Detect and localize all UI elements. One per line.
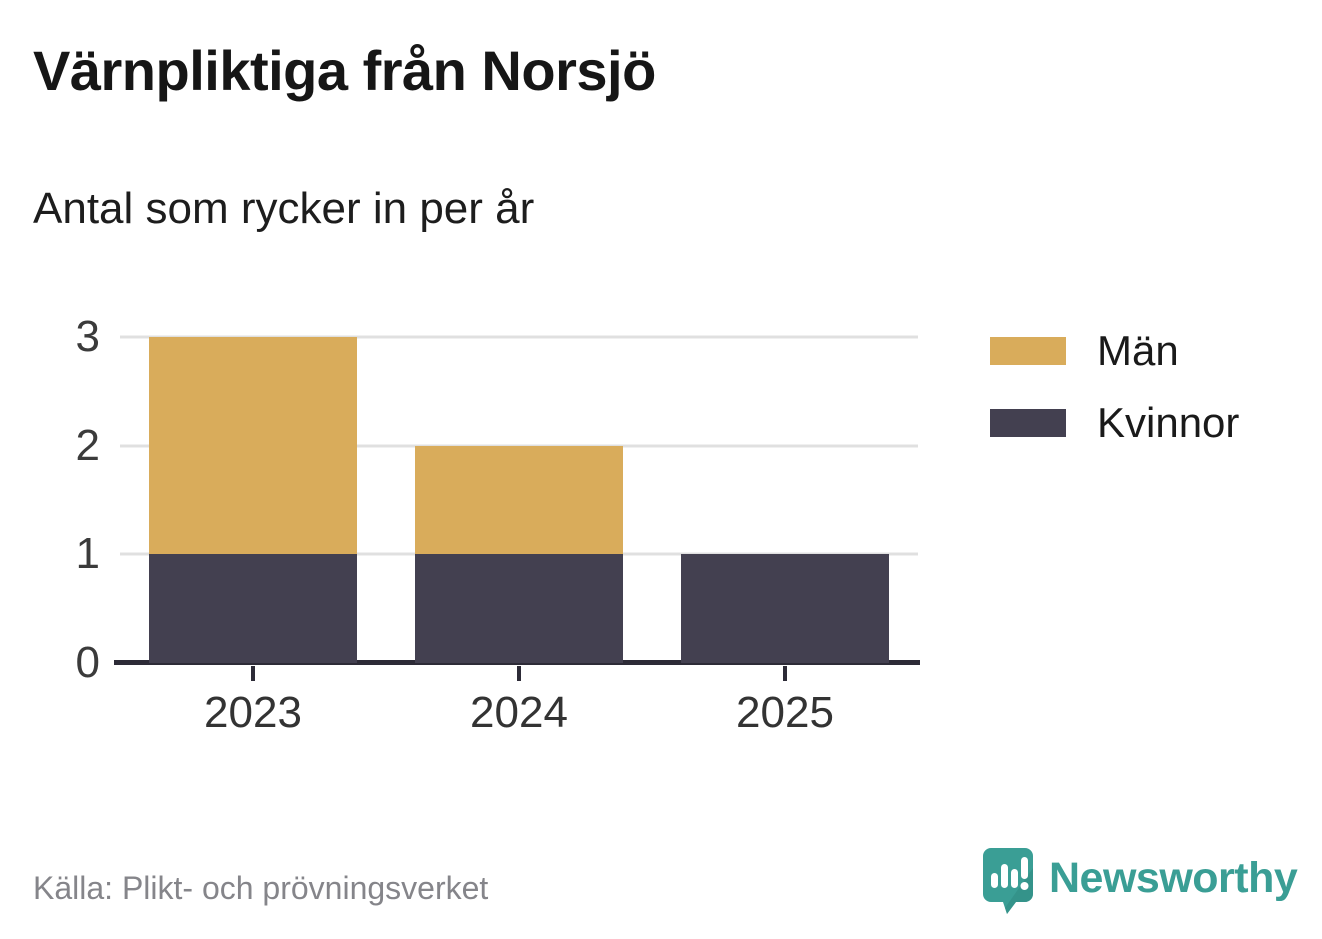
plot-area: [114, 335, 920, 665]
chart-subtitle: Antal som rycker in per år: [33, 184, 535, 233]
chart-title: Värnpliktiga från Norsjö: [33, 39, 656, 102]
legend-row: Kvinnor: [990, 402, 1239, 444]
legend-swatch: [990, 337, 1066, 365]
x-tick-label: 2024: [470, 688, 568, 737]
bar-segment-kvinnor: [680, 554, 890, 663]
x-tick-label: 2023: [204, 688, 302, 737]
legend: Män Kvinnor: [990, 330, 1239, 474]
bar-segment-män: [414, 445, 624, 555]
newsworthy-bubble-icon: [983, 848, 1033, 914]
bar-segment-män: [148, 337, 358, 555]
bar-segment-kvinnor: [414, 554, 624, 663]
x-tick-mark: [517, 666, 521, 681]
newsworthy-logo: Newsworthy: [981, 846, 1298, 930]
legend-swatch: [990, 409, 1066, 437]
legend-label: Män: [1097, 327, 1179, 374]
x-tick-mark: [783, 666, 787, 681]
x-tick-label: 2025: [736, 688, 834, 737]
legend-label: Kvinnor: [1097, 399, 1240, 446]
gridline: [120, 335, 918, 339]
x-tick-mark: [251, 666, 255, 681]
brand-name: Newsworthy: [1049, 854, 1298, 902]
legend-row: Män: [990, 330, 1239, 372]
source-note: Källa: Plikt- och prövningsverket: [33, 870, 489, 906]
bar-segment-kvinnor: [148, 554, 358, 663]
gridline: [120, 444, 918, 448]
